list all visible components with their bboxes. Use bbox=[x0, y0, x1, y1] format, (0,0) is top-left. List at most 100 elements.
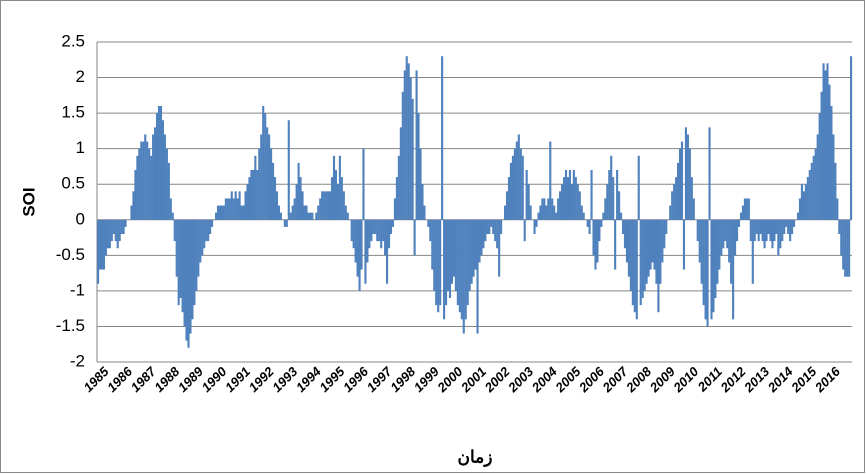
bar bbox=[629, 219, 632, 291]
bar bbox=[800, 184, 803, 220]
bar bbox=[836, 198, 839, 220]
bar bbox=[175, 219, 178, 277]
bar bbox=[199, 219, 202, 263]
bar bbox=[472, 219, 475, 277]
bar bbox=[704, 219, 707, 320]
bar bbox=[757, 219, 760, 242]
bar bbox=[329, 191, 332, 220]
bar bbox=[739, 212, 743, 220]
bar bbox=[187, 219, 190, 348]
bar bbox=[553, 205, 556, 220]
bar bbox=[838, 219, 841, 234]
bar bbox=[336, 184, 339, 220]
bar bbox=[382, 219, 385, 242]
bar bbox=[761, 219, 764, 242]
bar bbox=[751, 219, 754, 284]
bar bbox=[570, 184, 573, 220]
bar bbox=[295, 184, 298, 220]
bar bbox=[264, 113, 267, 220]
bar bbox=[637, 155, 640, 220]
bar bbox=[277, 205, 281, 220]
bar bbox=[537, 212, 540, 220]
bar bbox=[389, 219, 393, 234]
bar bbox=[840, 219, 843, 256]
y-tick-label: 1 bbox=[76, 138, 85, 157]
bar bbox=[356, 219, 359, 277]
bar bbox=[663, 219, 666, 249]
bar bbox=[789, 219, 792, 242]
bar bbox=[325, 191, 328, 220]
bar bbox=[171, 212, 174, 220]
bar bbox=[639, 219, 642, 306]
bar bbox=[480, 219, 483, 256]
bar bbox=[258, 148, 261, 220]
bar bbox=[578, 191, 581, 220]
bar bbox=[529, 205, 532, 220]
bar bbox=[735, 219, 739, 242]
bar bbox=[734, 219, 737, 256]
bar bbox=[146, 141, 149, 220]
bar bbox=[793, 219, 796, 227]
bar bbox=[594, 219, 597, 270]
bar bbox=[401, 91, 404, 220]
bar bbox=[193, 219, 196, 306]
bar bbox=[283, 219, 286, 227]
bar bbox=[452, 219, 455, 277]
bar bbox=[574, 177, 577, 220]
bar bbox=[618, 191, 621, 220]
bar bbox=[741, 205, 745, 220]
bar bbox=[549, 141, 552, 220]
bar bbox=[777, 219, 780, 256]
bar bbox=[616, 170, 619, 220]
bar bbox=[446, 219, 450, 291]
bar bbox=[517, 134, 520, 220]
bar bbox=[360, 219, 363, 270]
bar bbox=[559, 191, 562, 220]
bar bbox=[342, 191, 345, 220]
bar bbox=[608, 170, 611, 220]
bar bbox=[525, 170, 528, 220]
bar bbox=[116, 219, 119, 249]
bar bbox=[368, 219, 371, 249]
bar bbox=[824, 70, 827, 220]
bar bbox=[806, 177, 809, 220]
bar bbox=[505, 191, 509, 220]
bar bbox=[832, 134, 835, 220]
bar bbox=[509, 162, 513, 220]
bar bbox=[718, 219, 721, 270]
bar bbox=[842, 219, 845, 270]
bar bbox=[240, 205, 243, 220]
bar bbox=[488, 219, 491, 234]
bar bbox=[332, 155, 336, 220]
bar bbox=[397, 155, 400, 220]
bar bbox=[686, 134, 689, 220]
bar bbox=[588, 219, 591, 234]
bar bbox=[429, 219, 432, 242]
bar bbox=[321, 191, 324, 220]
bar bbox=[749, 219, 752, 242]
bar bbox=[413, 219, 416, 256]
bar bbox=[297, 162, 300, 220]
bar bbox=[850, 56, 853, 220]
bar bbox=[702, 219, 705, 306]
bar bbox=[482, 219, 485, 249]
bar bbox=[486, 219, 489, 234]
bar bbox=[598, 219, 601, 242]
bar bbox=[720, 219, 723, 256]
bar bbox=[468, 219, 471, 291]
bar bbox=[260, 134, 263, 220]
bar bbox=[118, 219, 121, 242]
bar bbox=[545, 205, 548, 220]
bar bbox=[830, 106, 833, 220]
bar bbox=[386, 219, 389, 284]
bar bbox=[682, 219, 686, 270]
bar bbox=[844, 219, 847, 277]
bar bbox=[437, 219, 440, 313]
bar bbox=[154, 127, 157, 220]
bar bbox=[104, 219, 107, 256]
bar bbox=[645, 219, 648, 284]
bar bbox=[753, 219, 756, 242]
bar bbox=[692, 198, 695, 220]
y-tick-label: 1.5 bbox=[61, 103, 85, 122]
bar bbox=[376, 219, 379, 242]
